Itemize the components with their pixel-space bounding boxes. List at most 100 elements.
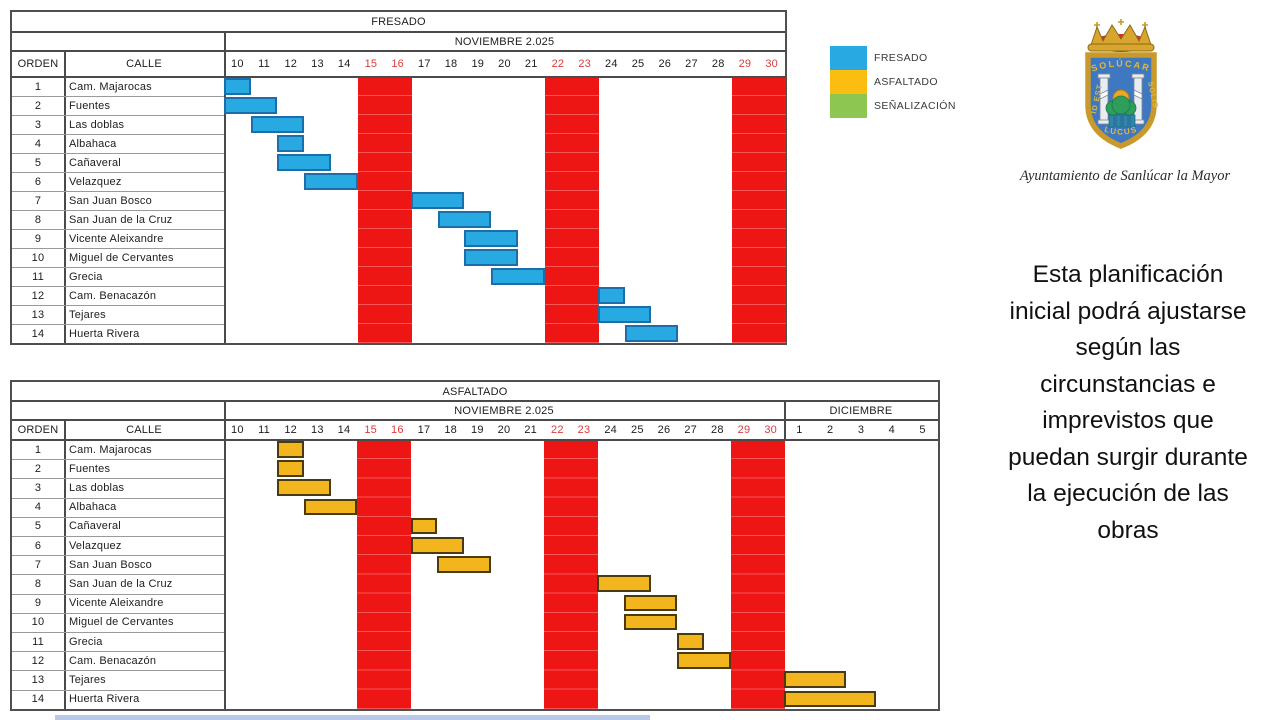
row-line: [12, 172, 224, 173]
gantt-bar: [597, 575, 651, 593]
gantt-bar: [677, 633, 704, 650]
calle-cell: Cam. Benacazón: [69, 654, 157, 667]
row-line: [12, 115, 224, 116]
calle-cell: San Juan Bosco: [69, 558, 152, 571]
row-line: [12, 632, 224, 633]
gantt-bar: [624, 613, 678, 631]
gantt-bar: [677, 652, 731, 669]
gantt-bar: [624, 325, 679, 342]
day-header-cell: 4: [888, 424, 895, 436]
orden-cell: 7: [34, 194, 42, 207]
legend-item-asfaltado: ASFALTADO: [830, 70, 956, 94]
calle-cell: Tejares: [69, 673, 106, 686]
fresado-color-swatch: [830, 46, 867, 70]
orden-cell: 6: [34, 539, 42, 552]
orden-cell: 12: [31, 654, 45, 667]
orden-cell: 9: [34, 597, 42, 610]
grid-line: [224, 32, 226, 343]
legend-label: SEÑALIZACIÓN: [874, 100, 956, 112]
orden-cell: 3: [34, 481, 42, 494]
day-header-cell: 22: [551, 424, 564, 436]
calle-cell: San Juan de la Cruz: [69, 577, 173, 590]
weekend-column: [571, 77, 599, 343]
orden-cell: 13: [31, 308, 45, 321]
row-line: [12, 153, 224, 154]
bottom-edge-strip: [55, 715, 650, 720]
orden-cell: 9: [34, 232, 42, 245]
gantt-bar: [277, 135, 305, 152]
month-header: DICIEMBRE: [829, 404, 893, 417]
legend-item-senalizacion: SEÑALIZACIÓN: [830, 94, 956, 118]
day-header-cell: 27: [685, 58, 698, 70]
legend: FRESADO ASFALTADO SEÑALIZACIÓN: [830, 46, 956, 118]
orden-cell: 13: [31, 673, 45, 686]
note-line: obras: [1097, 516, 1159, 544]
gantt-bar: [277, 154, 331, 171]
day-header-cell: 27: [684, 424, 697, 436]
day-header-cell: 18: [444, 424, 457, 436]
grid-line: [64, 420, 66, 709]
orden-cell: 8: [34, 577, 42, 590]
orden-cell: 3: [34, 118, 42, 131]
bush-icon: [1105, 95, 1137, 116]
calle-cell: Cañaveral: [69, 156, 121, 169]
day-header-cell: 15: [364, 58, 378, 70]
orden-cell: 12: [31, 289, 45, 302]
row-line: [12, 478, 224, 480]
gantt-bar: [784, 671, 846, 689]
month-header: NOVIEMBRE 2.025: [454, 404, 554, 417]
grid-line: [64, 51, 66, 343]
orden-cell: 14: [31, 327, 45, 340]
row-line: [12, 497, 224, 499]
note-line: puedan surgir durante: [1008, 443, 1248, 471]
day-header-cell: 3: [857, 424, 865, 436]
day-header-cell: 21: [524, 424, 537, 436]
crown-icon: [1087, 19, 1155, 52]
row-line: [12, 689, 224, 691]
day-header-cell: 12: [284, 58, 298, 70]
day-header-cell: 14: [337, 424, 351, 436]
grid-line: [12, 50, 785, 52]
coat-of-arms-icon: SOLÚCAR LUCUS ID EST SOLIS: [1085, 19, 1161, 149]
orden-cell: 1: [34, 80, 42, 93]
calle-cell: Cam. Majarocas: [69, 443, 152, 456]
orden-cell: 2: [34, 99, 42, 112]
orden-cell: 11: [32, 635, 44, 648]
calle-cell: San Juan Bosco: [69, 194, 152, 207]
calle-cell: Vicente Aleixandre: [69, 232, 164, 245]
legend-label: FRESADO: [874, 52, 928, 64]
gantt-bar: [410, 517, 438, 535]
day-header-cell: 16: [391, 58, 404, 70]
note-line: inicial podrá ajustarse: [1009, 297, 1247, 325]
orden-cell: 4: [34, 501, 42, 514]
calle-cell: Las doblas: [69, 481, 125, 494]
day-header-cell: 10: [231, 424, 244, 436]
row-line: [12, 593, 224, 595]
row-line: [12, 134, 224, 135]
calle-cell: Velazquez: [69, 175, 122, 188]
row-line: [12, 651, 224, 653]
weekend-column: [384, 440, 412, 709]
calle-cell: Cam. Benacazón: [69, 289, 157, 302]
grid-line: [12, 400, 938, 402]
note-line: imprevistos que: [1042, 407, 1214, 434]
motto-bottom: LUCUS: [1103, 125, 1138, 137]
day-header-cell: 22: [551, 58, 565, 70]
gantt-bar: [491, 268, 545, 285]
day-header-cell: 14: [337, 58, 351, 70]
row-line: [12, 286, 224, 287]
row-line: [12, 96, 224, 97]
calle-cell: Fuentes: [69, 99, 111, 112]
calle-cell: Las doblas: [69, 118, 125, 131]
calle-cell: Vicente Aleixandre: [69, 597, 164, 610]
day-header-cell: 10: [231, 58, 244, 70]
day-header-cell: 19: [471, 58, 485, 70]
weekend-column: [544, 440, 572, 709]
day-header-cell: 5: [919, 424, 926, 436]
orden-cell: 2: [34, 462, 42, 475]
row-line: [12, 305, 224, 306]
note-line: circunstancias e: [1040, 370, 1216, 398]
orden-cell: 14: [31, 693, 45, 706]
weekend-column: [730, 440, 758, 709]
